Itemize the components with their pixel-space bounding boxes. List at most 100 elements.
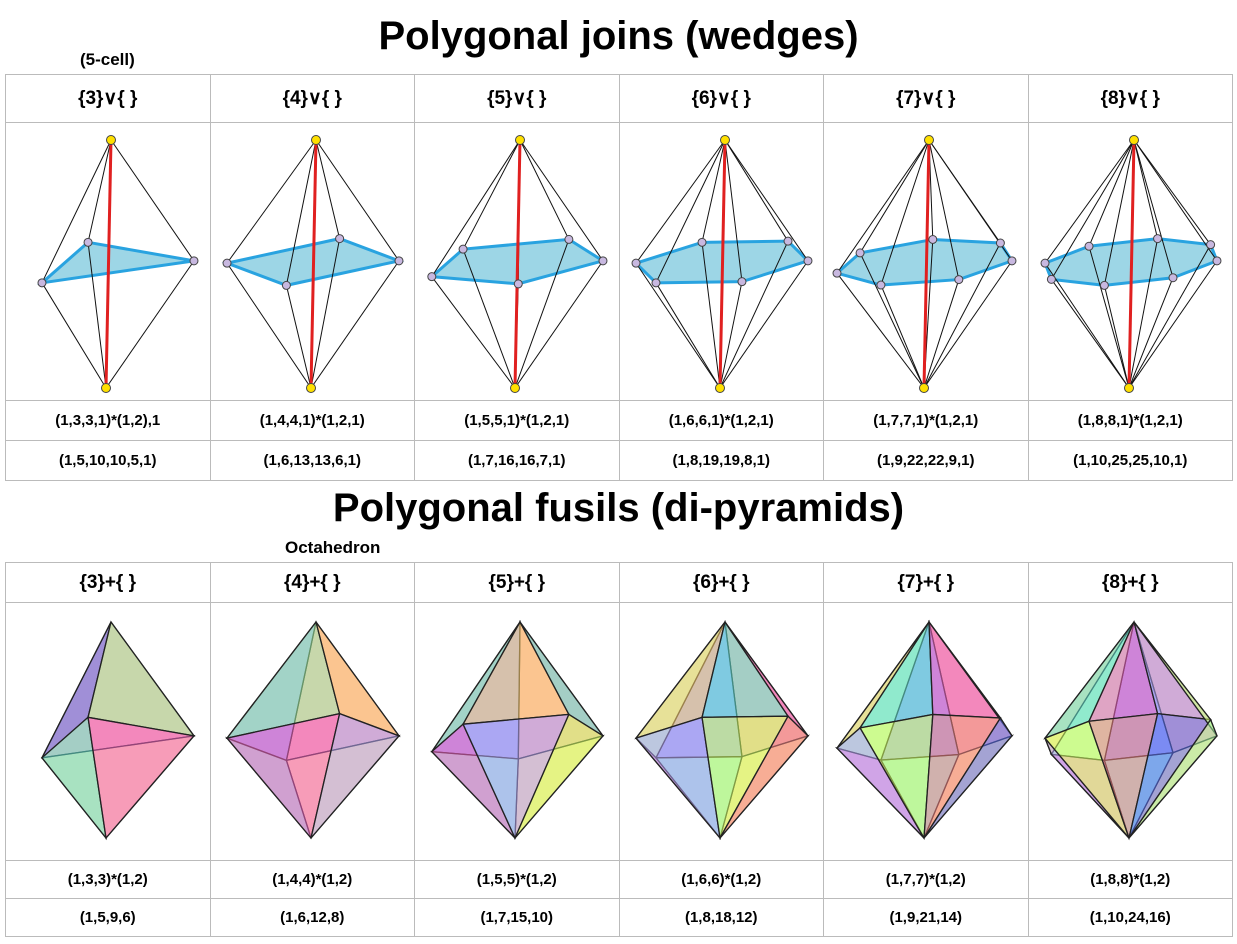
- vertex: [632, 259, 640, 267]
- column-header: {3}+{ }: [6, 563, 211, 603]
- edge: [837, 273, 924, 388]
- vertex: [803, 256, 811, 264]
- column-header: {4}∨{ }: [210, 75, 415, 123]
- polytope-drawing: [1029, 124, 1233, 400]
- edge: [227, 140, 316, 263]
- vertex: [190, 256, 198, 264]
- cell: (1,6,13,13,6,1): [210, 441, 415, 481]
- polytope-drawing: [620, 604, 824, 860]
- cell: (1,7,7)*(1,2): [824, 861, 1029, 899]
- page: Polygonal joins (wedges) (5-cell) {3}∨{ …: [0, 0, 1237, 944]
- polytope-drawing: [1029, 604, 1233, 860]
- image-cell: [824, 603, 1029, 861]
- edge: [111, 140, 194, 261]
- vertex: [929, 235, 937, 243]
- vertex: [84, 238, 92, 246]
- cell: (1,9,21,14): [824, 899, 1029, 937]
- vertex: [1008, 256, 1016, 264]
- apex: [925, 135, 934, 144]
- image-cell: [1028, 123, 1233, 401]
- apex: [107, 135, 116, 144]
- text-row: (1,5,10,10,5,1)(1,6,13,13,6,1)(1,7,16,16…: [6, 441, 1233, 481]
- column-header: {5}∨{ }: [415, 75, 620, 123]
- section-title: Polygonal fusils (di-pyramids): [0, 486, 1237, 531]
- vertex: [565, 235, 573, 243]
- column-header: {7}+{ }: [824, 563, 1029, 603]
- text-row: (1,3,3,1)*(1,2),1(1,4,4,1)*(1,2,1)(1,5,5…: [6, 401, 1233, 441]
- edge: [463, 140, 520, 249]
- column-header: {6}+{ }: [619, 563, 824, 603]
- apex: [511, 383, 520, 392]
- edge: [860, 140, 929, 253]
- vertex: [651, 278, 659, 286]
- table: {3}∨{ }{4}∨{ }{5}∨{ }{6}∨{ }{7}∨{ }{8}∨{…: [5, 74, 1233, 481]
- image-cell: [619, 123, 824, 401]
- cell: (1,5,9,6): [6, 899, 211, 937]
- vertex: [784, 237, 792, 245]
- image-cell: [210, 123, 415, 401]
- vertex: [38, 278, 46, 286]
- edge: [881, 285, 924, 388]
- cell: (1,5,10,10,5,1): [6, 441, 211, 481]
- polytope-drawing: [620, 124, 824, 400]
- column-header: {5}+{ }: [415, 563, 620, 603]
- note: (5-cell): [80, 50, 135, 70]
- apex: [715, 383, 724, 392]
- image-cell: [6, 603, 211, 861]
- section-title: Polygonal joins (wedges): [0, 14, 1237, 59]
- cell: (1,3,3)*(1,2): [6, 861, 211, 899]
- vertex: [459, 245, 467, 253]
- cell: (1,8,8)*(1,2): [1028, 861, 1233, 899]
- vertex: [599, 256, 607, 264]
- polytope-drawing: [6, 124, 210, 400]
- column-header: {8}+{ }: [1028, 563, 1233, 603]
- edge: [88, 140, 111, 242]
- image-row: [6, 123, 1233, 401]
- edge: [286, 285, 311, 388]
- face: [88, 717, 194, 838]
- face: [860, 622, 933, 728]
- vertex: [877, 281, 885, 289]
- cell: (1,10,25,25,10,1): [1028, 441, 1233, 481]
- vertex: [833, 269, 841, 277]
- cell: (1,4,4)*(1,2): [210, 861, 415, 899]
- image-cell: [1028, 603, 1233, 861]
- apex: [311, 135, 320, 144]
- edge: [1129, 277, 1173, 387]
- apex: [1129, 135, 1138, 144]
- edge: [655, 282, 719, 387]
- note: Octahedron: [285, 538, 380, 558]
- vertex: [428, 272, 436, 280]
- cell: (1,7,16,16,7,1): [415, 441, 620, 481]
- column-header: {3}∨{ }: [6, 75, 211, 123]
- edge: [725, 140, 788, 241]
- cell: (1,5,5)*(1,2): [415, 861, 620, 899]
- image-cell: [415, 123, 620, 401]
- vertex: [1085, 242, 1093, 250]
- image-cell: [210, 603, 415, 861]
- apex: [1124, 383, 1133, 392]
- edge: [42, 282, 106, 387]
- text-row: (1,3,3)*(1,2)(1,4,4)*(1,2)(1,5,5)*(1,2) (…: [6, 861, 1233, 899]
- polytope-drawing: [415, 124, 619, 400]
- cell: (1,7,7,1)*(1,2,1): [824, 401, 1029, 441]
- apex: [516, 135, 525, 144]
- column-header: {8}∨{ }: [1028, 75, 1233, 123]
- column-header: {4}+{ }: [210, 563, 415, 603]
- vertex: [955, 275, 963, 283]
- vertex: [514, 279, 522, 287]
- header-row: {3}+{ }{4}+{ }{5}+{ }{6}+{ }{7}+{ }{8}+{…: [6, 563, 1233, 603]
- edge: [316, 140, 340, 239]
- vertex: [1212, 256, 1220, 264]
- cell: (1,7,15,10): [415, 899, 620, 937]
- column-header: {6}∨{ }: [619, 75, 824, 123]
- image-row: [6, 603, 1233, 861]
- cell: (1,3,3,1)*(1,2),1: [6, 401, 211, 441]
- header-row: {3}∨{ }{4}∨{ }{5}∨{ }{6}∨{ }{7}∨{ }{8}∨{…: [6, 75, 1233, 123]
- vertex: [1153, 234, 1161, 242]
- base-polygon: [837, 239, 1012, 285]
- cell: (1,9,22,22,9,1): [824, 441, 1029, 481]
- vertex: [737, 277, 745, 285]
- base-polygon: [42, 242, 194, 282]
- vertex: [1206, 240, 1214, 248]
